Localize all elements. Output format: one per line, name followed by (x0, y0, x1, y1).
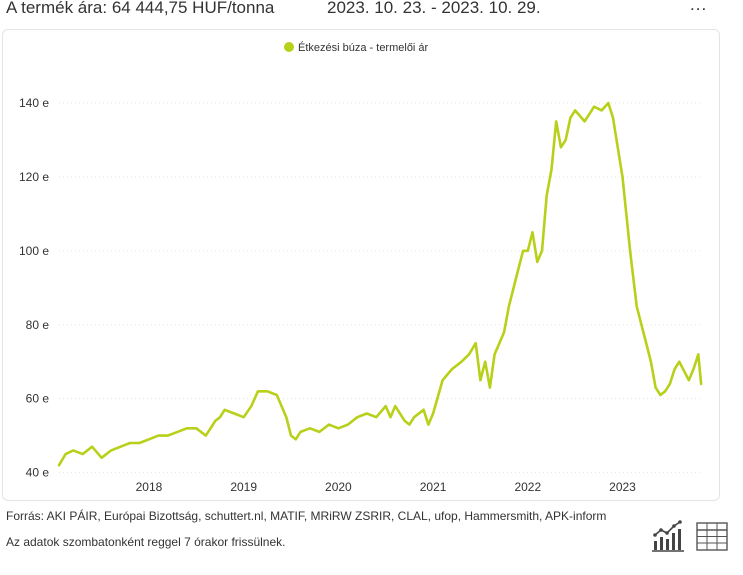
source-list: Forrás: AKI PÁIR, Európai Bizottság, sch… (6, 509, 607, 523)
product-price: A termék ára: 64 444,75 HUF/tonna (6, 0, 275, 17)
x-tick-label: 2018 (136, 480, 163, 494)
y-tick-label: 120 e (19, 170, 49, 184)
header: A termék ára: 64 444,75 HUF/tonna 2023. … (0, 0, 743, 22)
x-tick-label: 2019 (230, 480, 257, 494)
y-tick-label: 80 e (26, 318, 50, 332)
price-line-chart: Étkezési búza - termelői ár 40 e 60 e 80 e… (19, 41, 703, 494)
y-tick-label: 60 e (26, 392, 50, 406)
x-tick-label: 2023 (609, 480, 636, 494)
table-view-button[interactable] (694, 519, 730, 553)
date-range: 2023. 10. 23. - 2023. 10. 29. (327, 0, 541, 17)
x-axis: 2018 2019 2020 2021 2022 2023 (136, 480, 637, 494)
x-tick-label: 2022 (514, 480, 541, 494)
chart-card: Étkezési búza - termelői ár 40 e 60 e 80 e… (2, 29, 720, 501)
x-tick-label: 2020 (325, 480, 352, 494)
legend-label: Étkezési búza - termelői ár (298, 41, 429, 54)
y-tick-label: 40 e (26, 466, 50, 480)
update-note: Az adatok szombatonként reggel 7 órakor … (6, 535, 286, 549)
more-options-button[interactable]: ... (690, 0, 708, 14)
grid (59, 102, 703, 474)
series-line-etkezesi-buza[interactable] (57, 101, 703, 467)
chart-view-button[interactable] (650, 519, 686, 553)
table-icon (696, 522, 728, 551)
legend-marker (284, 42, 294, 52)
y-tick-label: 100 e (19, 244, 49, 258)
x-tick-label: 2021 (420, 480, 447, 494)
legend[interactable]: Étkezési búza - termelői ár (284, 41, 429, 54)
y-tick-label: 140 e (19, 96, 49, 110)
line-chart-icon (652, 520, 684, 552)
y-axis: 40 e 60 e 80 e 100 e 120 e 140 e (19, 96, 49, 480)
